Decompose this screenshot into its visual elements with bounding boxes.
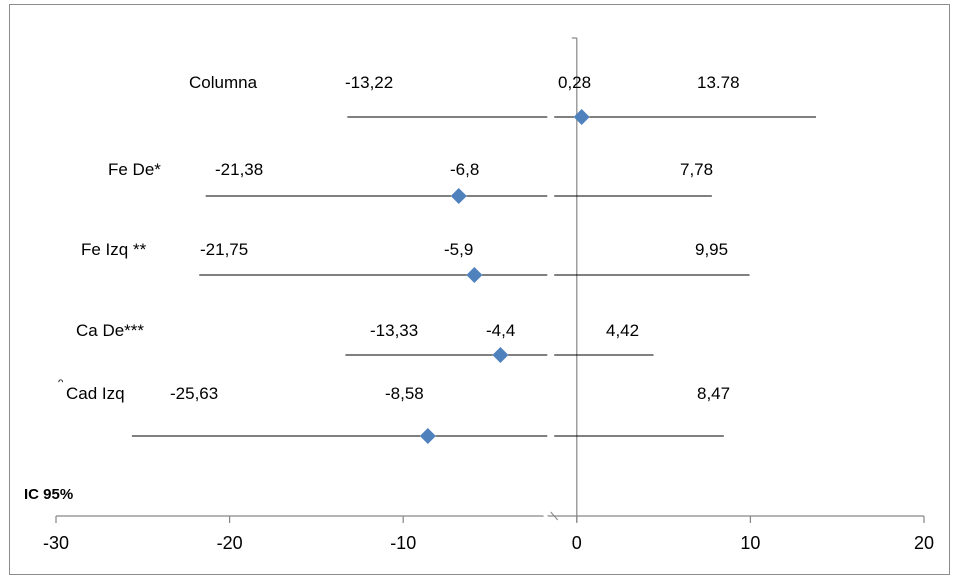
lower-value-label: -13,33 [370, 321, 418, 340]
row-label: Fe Izq ** [81, 240, 147, 259]
axis-break [540, 511, 551, 521]
upper-value-label: 4,42 [606, 321, 639, 340]
estimate-marker [419, 428, 436, 444]
chart-frame [9, 4, 950, 575]
estimate-value-label: -4,4 [486, 321, 515, 340]
estimate-marker [573, 109, 590, 125]
x-tick-label: 10 [740, 533, 760, 553]
axis-break-mark [550, 511, 559, 521]
x-tick-label: -20 [217, 533, 243, 553]
ci-row: Fe De* -21,38 -6,8 7,78 [108, 160, 713, 204]
ci-row: Ca De*** -13,33 -4,4 4,42 [76, 321, 654, 363]
upper-value-label: 13.78 [697, 73, 740, 92]
estimate-marker [450, 188, 467, 204]
estimate-value-label: -8,58 [385, 384, 424, 403]
ci-footnote: IC 95% [24, 486, 73, 503]
row-label: Columna [189, 73, 258, 92]
row-mark: ᵔ [58, 375, 63, 391]
row-label: Fe De* [108, 160, 161, 179]
upper-value-label: 8,47 [697, 384, 730, 403]
lower-value-label: -25,63 [170, 384, 218, 403]
ci-row: Cad Izq -25,63 -8,58 8,47 [66, 384, 730, 444]
x-tick-label: 0 [572, 533, 582, 553]
ci-row: Fe Izq ** -21,75 -5,9 9,95 [81, 240, 750, 283]
x-tick-label: 20 [914, 533, 934, 553]
estimate-value-label: 0,28 [558, 73, 591, 92]
x-tick-label: -10 [390, 533, 416, 553]
estimate-value-label: -6,8 [450, 160, 479, 179]
x-tick-labels: -30 -20 -10 0 10 20 [43, 533, 934, 553]
upper-value-label: 7,78 [680, 160, 713, 179]
x-tick-label: -30 [43, 533, 69, 553]
row-label: Ca De*** [76, 321, 144, 340]
rows: Columna -13,22 0,28 13.78 Fe De* -21,38 -6,8 7,… [58, 73, 817, 444]
estimate-value-label: -5,9 [444, 240, 473, 259]
ci-row: Columna -13,22 0,28 13.78 [189, 73, 817, 125]
upper-value-label: 9,95 [695, 240, 728, 259]
estimate-marker [466, 267, 483, 283]
lower-value-label: -13,22 [345, 73, 393, 92]
row-label: Cad Izq [66, 384, 125, 403]
estimate-marker [492, 347, 509, 363]
lower-value-label: -21,38 [215, 160, 263, 179]
lower-value-label: -21,75 [200, 240, 248, 259]
axes [55, 37, 925, 523]
